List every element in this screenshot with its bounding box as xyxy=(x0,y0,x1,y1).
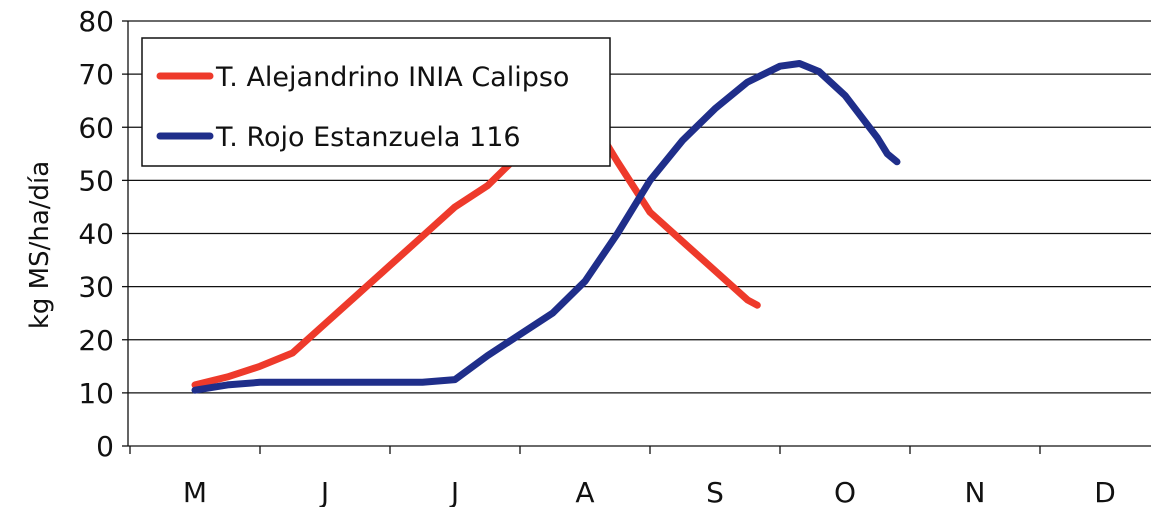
y-tick-label: 10 xyxy=(78,377,114,410)
y-tick-label: 40 xyxy=(78,218,114,251)
x-tick-label: J xyxy=(319,476,329,507)
y-axis-ticks: 0 10 20 30 40 50 60 70 80 xyxy=(78,5,128,463)
legend-label-1: T. Alejandrino INIA Calipso xyxy=(215,62,569,93)
x-tick-label: M xyxy=(183,476,207,507)
y-axis-title: kg MS/ha/día xyxy=(25,161,55,329)
legend-box xyxy=(141,37,611,167)
y-tick-label: 80 xyxy=(78,5,114,38)
y-tick-label: 70 xyxy=(78,58,114,91)
series-line-2 xyxy=(191,60,901,394)
x-tick-label: A xyxy=(575,476,594,507)
y-tick-label: 60 xyxy=(78,111,114,144)
y-tick-label: 20 xyxy=(78,324,114,357)
y-tick-label: 30 xyxy=(78,271,114,304)
legend-label-2: T. Rojo Estanzuela 116 xyxy=(215,122,521,153)
x-tick-label: N xyxy=(965,476,986,507)
y-tick-label: 0 xyxy=(96,430,114,463)
x-tick-label: O xyxy=(834,476,856,507)
x-tick-label: S xyxy=(706,476,724,507)
x-tick-label: J xyxy=(449,476,459,507)
x-tick-label: D xyxy=(1094,476,1116,507)
legend: T. Alejandrino INIA Calipso T. Rojo Estan… xyxy=(141,37,611,167)
y-tick-label: 50 xyxy=(78,164,114,197)
